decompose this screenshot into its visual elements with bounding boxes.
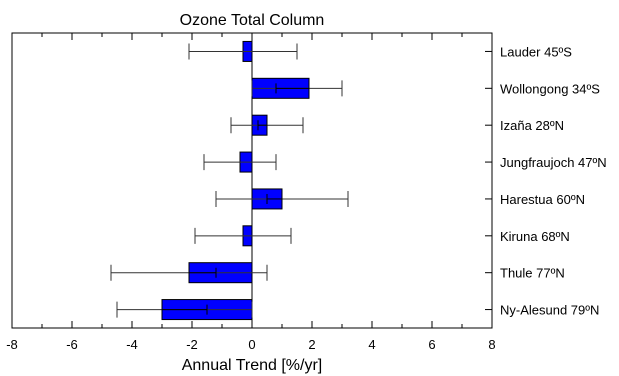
- x-tick-label: 4: [368, 337, 375, 352]
- y-tick-label: Wollongong 34ºS: [500, 81, 600, 96]
- chart-title: Ozone Total Column: [180, 12, 325, 29]
- y-tick-label: Kiruna 68ºN: [500, 229, 570, 244]
- x-axis-title: Annual Trend [%/yr]: [182, 357, 323, 374]
- x-tick-label: -2: [186, 337, 198, 352]
- y-tick-label: Izaña 28ºN: [500, 118, 564, 133]
- x-axis: -8 -6 -4 -2 0 2 4 6 8: [6, 33, 496, 352]
- x-tick-label: 2: [308, 337, 315, 352]
- x-tick-label: -8: [6, 337, 18, 352]
- error-bars-layer: [110, 43, 349, 318]
- x-tick-label: -4: [126, 337, 138, 352]
- x-tick-label: 0: [248, 337, 255, 352]
- y-axis: Lauder 45ºS Wollongong 34ºS Izaña 28ºN Jung…: [485, 44, 607, 318]
- x-tick-label: -6: [66, 337, 78, 352]
- y-tick-label: Jungfraujoch 47ºN: [500, 155, 607, 170]
- y-tick-label: Lauder 45ºS: [500, 44, 572, 59]
- bars-layer: [161, 33, 310, 328]
- y-tick-label: Ny-Alesund 79ºN: [500, 303, 599, 318]
- x-tick-label: 6: [428, 337, 435, 352]
- x-tick-label: 8: [488, 337, 495, 352]
- y-tick-label: Thule 77ºN: [500, 266, 565, 281]
- y-tick-label: Harestua 60ºN: [500, 192, 585, 207]
